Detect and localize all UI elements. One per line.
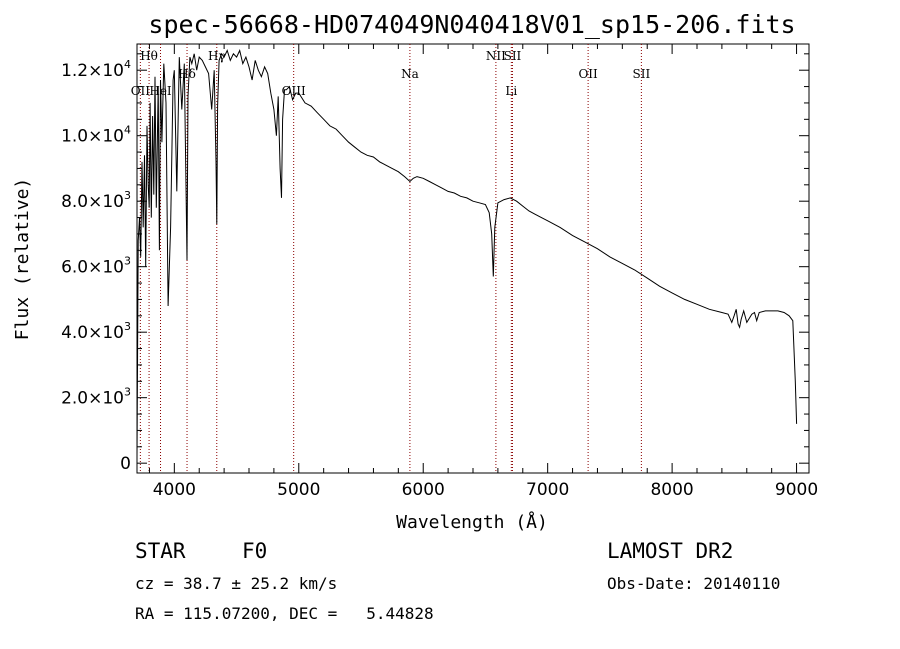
subclass-label: F0 [242, 539, 268, 563]
line-label: SII [633, 67, 651, 81]
y-tick-label: 8.0×103 [61, 189, 131, 212]
y-tick-label: 6.0×103 [61, 255, 131, 278]
survey-label: LAMOST DR2 [607, 539, 734, 563]
class-label: STAR [135, 539, 186, 563]
line-markers [139, 44, 642, 473]
x-tick-label: 7000 [526, 480, 569, 500]
x-tick-label: 9000 [775, 480, 818, 500]
line-label: Hδ [178, 67, 196, 81]
x-axis: 4000 5000 6000 7000 8000 9000 [148, 44, 818, 500]
y-tick-label: 2.0×103 [61, 386, 131, 409]
radec-text: RA = 115.07200, DEC = 5.44828 [135, 604, 434, 623]
line-label: OII [131, 84, 151, 98]
y-tick-label: 4.0×103 [61, 320, 131, 343]
line-label: Li [505, 84, 517, 98]
y-axis: 0 2.0×103 4.0×103 6.0×103 8.0×103 1.0×104 1.2×… [61, 53, 809, 474]
redshift-text: cz = 38.7 ± 25.2 km/s [135, 574, 338, 593]
line-label: NII [486, 49, 506, 63]
obs-date-text: Obs-Date: 20140110 [607, 574, 781, 593]
line-label: Hθ [140, 49, 158, 63]
line-label: Hγ [208, 49, 226, 63]
y-tick-label: 0 [120, 454, 131, 474]
spectrum-line [136, 48, 798, 457]
line-label: OIII [282, 84, 306, 98]
chart-title: spec-56668-HD074049N040418V01_sp15-206.f… [148, 10, 795, 39]
x-axis-label: Wavelength (Å) [396, 511, 548, 533]
line-label: Na [401, 67, 419, 81]
x-tick-label: 6000 [402, 480, 445, 500]
x-tick-label: 5000 [277, 480, 320, 500]
y-tick-label: 1.0×104 [61, 124, 131, 147]
line-label: SII [504, 49, 522, 63]
line-label: OII [578, 67, 598, 81]
x-tick-label: 4000 [153, 480, 196, 500]
y-tick-label: 1.2×104 [61, 58, 131, 81]
plot-frame [136, 43, 810, 474]
x-tick-label: 8000 [650, 480, 693, 500]
y-axis-label: Flux (relative) [12, 178, 33, 341]
